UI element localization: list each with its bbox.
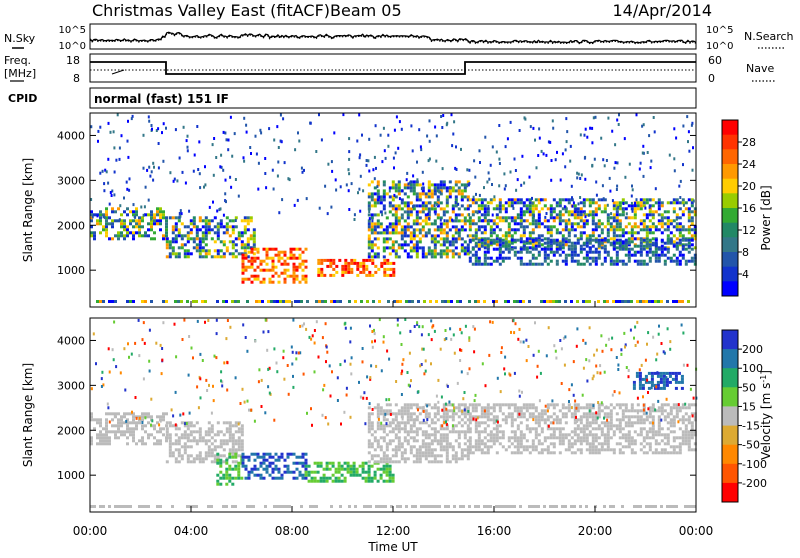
power-colorbar-tick-label-4: 16 [742,202,756,215]
power-colorbar-tick-label-3: 20 [742,180,756,193]
power-colorbar-tick-label-2: 24 [742,158,756,171]
scatter-speckle [91,318,698,428]
power-colorbar-swatch-12 [722,281,738,296]
power-colorbar-swatch-1 [722,120,738,135]
band-4 [242,453,308,480]
nave-label: Nave [746,62,774,75]
band-5 [305,462,395,483]
freq-trace [90,62,696,74]
velocity-colorbar-swatch-8 [722,464,738,484]
velocity-y-axis-label: Slant Range [km] [21,363,35,467]
noise-sky-trace [90,32,696,42]
power-colorbar-swatch-3 [722,149,738,164]
velocity-heatmap [90,318,697,508]
date-label: 14/Apr/2014 [612,1,712,20]
power-colorbar-swatch-6 [722,193,738,208]
velocity-colorbar-tick-label-8: -200 [742,477,767,490]
x-tick-label-4: 12:00 [376,524,411,538]
noise-right-label: N.Search [744,30,794,43]
band-8 [633,372,684,390]
velocity-colorbar-tick-label-4: 15 [742,400,756,413]
y-tick-label-1: 1000 [57,264,85,277]
beam-label: Beam 05 [330,1,402,20]
freq-tick-top: 18 [66,54,80,67]
band-7 [469,403,697,454]
noise-left-label: N.Sky [4,32,36,45]
noise-left-tick-top: 10^5 [59,25,86,36]
freq-label-line1: Freq. [4,54,31,67]
station-title: Christmas Valley East (fitACF) [92,1,330,20]
velocity-colorbar-swatch-7 [722,445,738,465]
nave-tick-top: 60 [708,54,722,67]
velocity-colorbar-swatch-3 [722,368,738,388]
band-6 [368,403,470,463]
noise-left-tick-bottom: 10^0 [59,41,86,52]
band-1 [90,207,168,240]
x-tick-label-5: 16:00 [477,524,512,538]
power-colorbar-swatch-4 [722,164,738,179]
power-colorbar-swatch-8 [722,223,738,238]
y-tick-label-2: 2000 [57,219,85,232]
velocity-colorbar-swatch-1 [722,330,738,350]
x-tick-label-3: 08:00 [275,524,310,538]
time-x-axis-label: Time UT [367,540,418,554]
y-tick-label-2: 2000 [57,424,85,437]
velocity-colorbar-swatch-6 [722,426,738,446]
velocity-colorbar-tick-label-5: -15 [742,420,760,433]
velocity-title-main: Velocity [m s [759,383,773,460]
noise-search-trace [90,33,696,43]
freq-tick-bottom: 8 [73,72,80,85]
y-tick-label-3: 3000 [57,379,85,392]
band-5 [368,180,470,258]
power-colorbar-swatch-11 [722,267,738,282]
power-colorbar-swatch-5 [722,179,738,194]
freq-panel-frame [90,54,696,82]
freq-label-line2: [MHz] [4,67,36,80]
velocity-colorbar-swatch-9 [722,483,738,503]
velocity-colorbar-tick-label-6: -50 [742,439,760,452]
nave-early-segment [112,70,124,74]
band-3 [216,453,243,486]
x-tick-label-6: 20:00 [578,524,613,538]
power-colorbar-swatch-9 [722,237,738,252]
power-heatmap [90,113,697,303]
velocity-title-sup: -1 [759,375,768,383]
noise-right-tick-bottom: 10^0 [706,41,733,52]
band-4 [317,259,395,277]
y-tick-label-4: 4000 [57,334,85,347]
noise-right-tick-top: 10^5 [706,25,733,36]
power-colorbar-title: Power [dB] [759,185,773,250]
velocity-colorbar-title: Velocity [m s-1] [759,370,773,460]
x-tick-label-2: 04:00 [174,524,209,538]
y-tick-label-1: 1000 [57,469,85,482]
power-colorbar-swatch-10 [722,252,738,267]
band-3 [242,248,308,284]
cpid-mode: normal (fast) 151 IF [94,92,229,106]
velocity-colorbar-swatch-2 [722,349,738,369]
x-tick-label-1: 00:00 [73,524,108,538]
y-tick-label-3: 3000 [57,174,85,187]
power-colorbar-tick-label-7: 4 [742,268,749,281]
velocity-colorbar-swatch-5 [722,406,738,426]
power-colorbar-swatch-2 [722,135,738,150]
nave-tick-bottom: 0 [708,72,715,85]
velocity-colorbar-tick-label-3: 50 [742,381,756,394]
x-tick-label-7: 00:00 [679,524,714,538]
velocity-colorbar-swatch-4 [722,387,738,407]
power-colorbar-swatch-7 [722,208,738,223]
cpid-label: CPID [8,92,37,105]
power-y-axis-label: Slant Range [km] [21,158,35,262]
velocity-title-end: ] [759,370,773,375]
band-2 [166,216,256,258]
power-colorbar-tick-label-6: 8 [742,246,749,259]
power-colorbar-tick-label-1: 28 [742,136,756,149]
y-tick-label-4: 4000 [57,129,85,142]
velocity-colorbar-tick-label-1: 200 [742,343,763,356]
power-colorbar: 28 24 20 16 12 8 4 [722,120,756,297]
power-colorbar-tick-label-5: 12 [742,224,756,237]
band-1 [90,412,168,445]
